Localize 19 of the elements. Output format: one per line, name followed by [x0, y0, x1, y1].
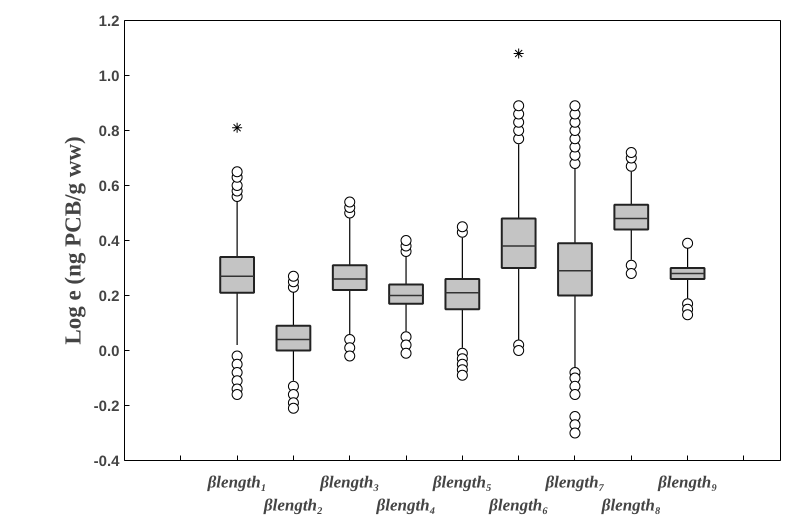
- y-tick-label: -0.4: [94, 453, 120, 470]
- y-tick-label: 0.2: [98, 288, 120, 305]
- y-tick-label: 0.6: [98, 178, 120, 195]
- x-tick-label: βlength₆: [488, 495, 548, 514]
- x-tick-label: βlength₅: [432, 472, 492, 492]
- x-tick-label: βlength₃: [319, 472, 380, 492]
- y-axis-title: Log e (ng PCB/g ww): [60, 136, 87, 345]
- x-tick-label: βlength₈: [600, 495, 661, 514]
- y-tick-label: 1.0: [98, 68, 120, 85]
- x-tick-label: βlength₉: [657, 472, 718, 492]
- x-tick-label: βlength₁: [206, 472, 267, 492]
- y-tick-label: 1.2: [98, 13, 120, 30]
- x-tick-label: βlength₄: [376, 495, 436, 514]
- x-tick-label: βlength₇: [544, 472, 605, 492]
- y-tick-label: 0.0: [98, 343, 120, 360]
- y-tick-label: 0.8: [98, 123, 120, 140]
- y-tick-label: -0.2: [94, 398, 120, 415]
- y-tick-label: 0.4: [98, 233, 120, 250]
- x-tick-label: βlength₂: [262, 495, 324, 514]
